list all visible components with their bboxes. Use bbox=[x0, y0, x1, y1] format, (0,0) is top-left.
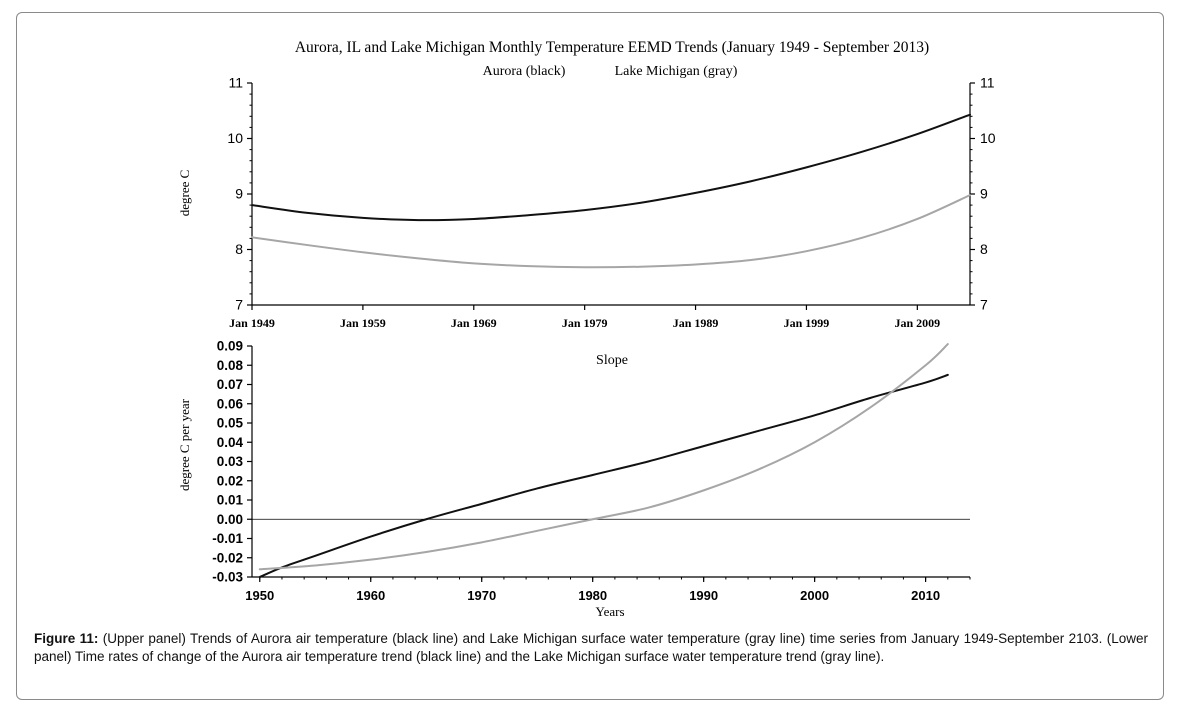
upper-ylabel: degree C bbox=[177, 170, 192, 217]
upper-x-tick-label: Jan 1989 bbox=[673, 316, 719, 330]
upper-x-tick-label: Jan 1969 bbox=[451, 316, 497, 330]
upper-y-tick-label-right: 11 bbox=[980, 75, 995, 91]
upper-y-tick-label-right: 10 bbox=[980, 130, 996, 146]
lower-x-tick-label: 1950 bbox=[245, 588, 274, 603]
figure-frame bbox=[16, 12, 1164, 700]
upper-series-aurora-line bbox=[251, 113, 971, 222]
upper-axes: 7 7 8 8 9 9 10 10 11 11 Jan 1949 Jan 1959 Jan 1969 Ja… bbox=[227, 75, 995, 331]
lower-y-tick-label: 0.07 bbox=[217, 377, 243, 392]
lower-title: Slope bbox=[596, 353, 628, 368]
upper-y-tick-label: 7 bbox=[235, 297, 243, 313]
upper-x-tick-label: Jan 1959 bbox=[340, 316, 386, 330]
upper-series-lake-michigan-line bbox=[251, 194, 971, 269]
lower-x-tick-label: 1960 bbox=[356, 588, 385, 603]
lower-y-tick-label: 0.08 bbox=[217, 358, 244, 373]
upper-x-tick-label: Jan 1979 bbox=[562, 316, 608, 330]
upper-x-tick-label: Jan 2009 bbox=[894, 316, 940, 330]
lower-y-tick-label: 0.02 bbox=[217, 473, 243, 488]
lower-y-tick-label: 0.00 bbox=[217, 512, 243, 527]
upper-legend-lake: Lake Michigan (gray) bbox=[615, 64, 738, 79]
lower-y-tick-label: 0.06 bbox=[217, 396, 244, 411]
lower-x-tick-label: 2010 bbox=[911, 588, 940, 603]
upper-legend-aurora: Aurora (black) bbox=[483, 64, 566, 79]
lower-xlabel: Years bbox=[595, 604, 624, 619]
upper-y-tick-label: 11 bbox=[228, 75, 243, 91]
upper-x-tick-label: Jan 1949 bbox=[229, 316, 275, 330]
lower-x-tick-label: 1970 bbox=[467, 588, 496, 603]
figure-caption: Figure 11: (Upper panel) Trends of Auror… bbox=[34, 630, 1148, 666]
lower-x-tick-label: 1990 bbox=[689, 588, 718, 603]
lower-y-tick-label: 0.04 bbox=[217, 435, 244, 450]
lower-ylabel: degree C per year bbox=[177, 398, 192, 491]
upper-y-tick-label: 9 bbox=[235, 186, 243, 202]
upper-y-tick-label-right: 7 bbox=[980, 297, 988, 313]
upper-y-tick-label-right: 9 bbox=[980, 186, 988, 202]
figure-chart: Aurora, IL and Lake Michigan Monthly Tem… bbox=[177, 39, 996, 619]
upper-y-tick-label-right: 8 bbox=[980, 241, 988, 257]
lower-y-tick-label: -0.02 bbox=[212, 550, 243, 565]
upper-y-tick-label: 8 bbox=[235, 241, 243, 257]
lower-y-tick-label: 0.05 bbox=[217, 416, 244, 431]
lower-y-tick-label: 0.03 bbox=[217, 454, 244, 469]
lower-y-tick-label: -0.03 bbox=[212, 570, 243, 585]
caption-label: Figure 11: bbox=[34, 631, 99, 646]
upper-series bbox=[251, 113, 971, 269]
lower-y-tick-label: 0.01 bbox=[217, 493, 244, 508]
lower-y-tick-label: -0.01 bbox=[212, 531, 243, 546]
lower-x-tick-label: 2000 bbox=[800, 588, 829, 603]
lower-series bbox=[258, 343, 949, 578]
lower-y-tick-label: 0.09 bbox=[217, 339, 243, 354]
upper-y-tick-label: 10 bbox=[227, 130, 243, 146]
upper-x-tick-label: Jan 1999 bbox=[784, 316, 830, 330]
lower-axes: -0.03 -0.02 -0.01 0.00 0.01 0.02 0.03 0.04 0.05 0… bbox=[212, 339, 971, 603]
lower-series-lake-michigan-line bbox=[258, 343, 949, 571]
lower-x-tick-label: 1980 bbox=[578, 588, 607, 603]
upper-title: Aurora, IL and Lake Michigan Monthly Tem… bbox=[295, 39, 929, 56]
caption-text: (Upper panel) Trends of Aurora air tempe… bbox=[34, 631, 1148, 664]
lower-series-aurora-line bbox=[258, 373, 949, 578]
